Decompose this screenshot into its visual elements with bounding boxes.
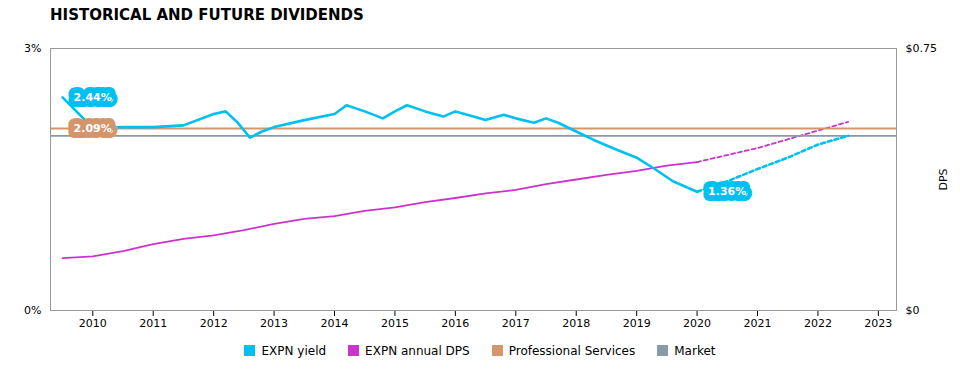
- svg-text:2017: 2017: [502, 317, 530, 330]
- html-text:HISTORICAL AND FUTURE DIVIDEND: HISTORICAL AND FUTURE DIVIDENDS: [50, 6, 364, 24]
- svg-text:2012: 2012: [200, 317, 228, 330]
- svg-text:DPS: DPS: [937, 168, 950, 190]
- svg-text:2010: 2010: [79, 317, 107, 330]
- svg-text:$0.75: $0.75: [906, 42, 938, 55]
- svg-text:2019: 2019: [623, 317, 651, 330]
- svg-text:1.36%: 1.36%: [708, 185, 746, 198]
- html-text:Market: Market: [674, 344, 716, 358]
- svg-text:2014: 2014: [321, 317, 349, 330]
- svg-text:$0: $0: [906, 304, 920, 317]
- svg-text:2021: 2021: [744, 317, 772, 330]
- svg-text:2018: 2018: [562, 317, 590, 330]
- svg-text:2013: 2013: [260, 317, 288, 330]
- svg-text:2016: 2016: [441, 317, 469, 330]
- html-text:EXPN yield: EXPN yield: [261, 344, 327, 358]
- svg-text:2020: 2020: [683, 317, 711, 330]
- svg-text:2.44%: 2.44%: [74, 91, 112, 104]
- svg-text:2023: 2023: [864, 317, 892, 330]
- svg-text:2.09%: 2.09%: [74, 121, 112, 134]
- svg-text:2022: 2022: [804, 317, 832, 330]
- html-text:EXPN annual DPS: EXPN annual DPS: [365, 344, 470, 358]
- svg-text:3%: 3%: [24, 42, 41, 55]
- svg-text:2011: 2011: [139, 317, 167, 330]
- svg-text:2015: 2015: [381, 317, 409, 330]
- html-text:Professional Services: Professional Services: [508, 344, 636, 358]
- svg-text:0%: 0%: [24, 304, 41, 317]
